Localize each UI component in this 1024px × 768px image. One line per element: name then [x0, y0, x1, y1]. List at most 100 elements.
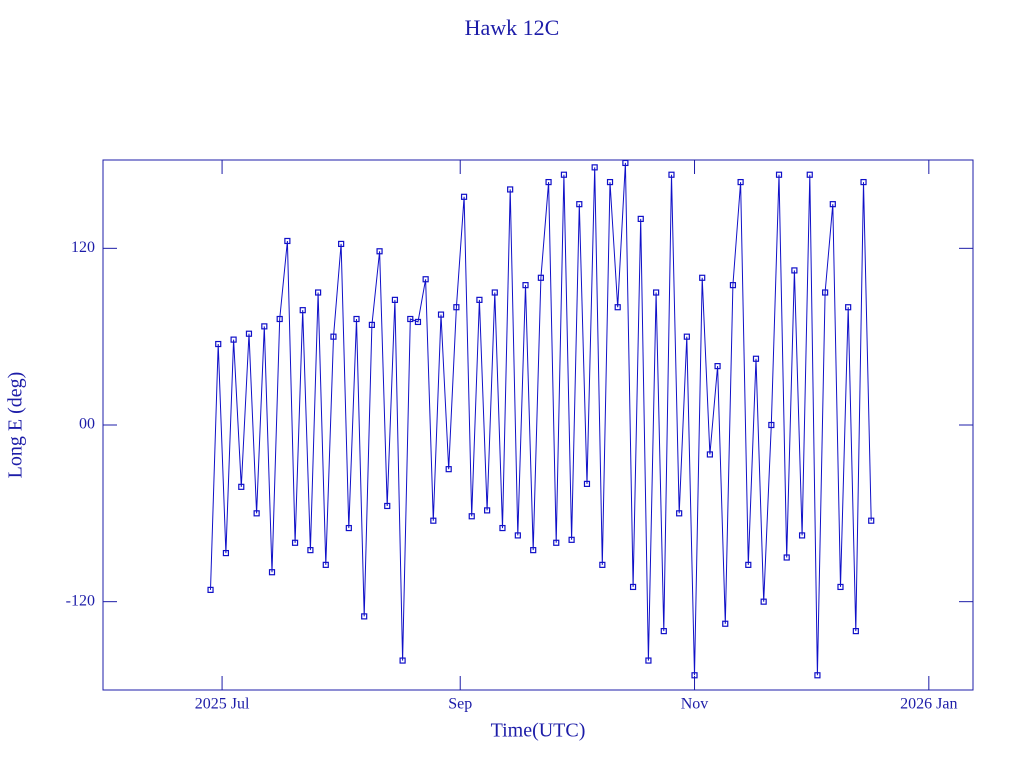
point-marker: [676, 510, 683, 517]
point-marker: [291, 539, 299, 546]
point-marker: [845, 304, 852, 311]
point-marker: [460, 193, 468, 200]
point-marker: [852, 628, 859, 635]
series-line: [210, 162, 872, 676]
point-marker: [553, 539, 560, 546]
point-marker: [798, 532, 806, 539]
point-marker: [568, 536, 575, 543]
point-marker: [591, 164, 598, 171]
point-marker: [537, 274, 544, 281]
y-axis-label: Long E (deg): [5, 372, 27, 479]
point-marker: [606, 178, 614, 186]
point-marker: [261, 323, 268, 330]
point-marker: [768, 421, 775, 429]
point-marker: [622, 160, 629, 167]
point-marker: [829, 201, 836, 208]
point-marker: [361, 613, 368, 620]
point-marker: [637, 215, 644, 222]
point-marker: [629, 583, 637, 591]
point-marker: [276, 315, 283, 323]
point-marker: [376, 248, 383, 255]
chart-title: Hawk 12C: [465, 15, 560, 40]
point-marker: [822, 289, 829, 296]
point-marker: [391, 296, 399, 303]
point-marker: [284, 237, 291, 245]
point-marker: [414, 318, 422, 326]
point-marker: [445, 466, 452, 473]
point-marker: [322, 561, 329, 568]
point-marker: [760, 598, 767, 605]
point-marker: [268, 569, 276, 576]
x-tick-label: Nov: [681, 696, 709, 713]
point-marker: [868, 517, 875, 524]
point-marker: [215, 340, 222, 348]
x-tick-label: Sep: [448, 696, 472, 713]
y-tick-label: -120: [66, 592, 95, 609]
point-marker: [338, 240, 345, 248]
point-marker: [453, 304, 460, 311]
point-marker: [507, 186, 514, 193]
point-marker: [330, 333, 337, 340]
point-marker: [653, 289, 660, 296]
point-marker: [714, 363, 721, 370]
point-marker: [791, 267, 798, 274]
point-marker: [499, 524, 506, 532]
point-marker: [729, 282, 737, 289]
point-marker: [491, 289, 498, 296]
point-marker: [645, 657, 652, 664]
point-marker: [384, 502, 391, 510]
point-marker: [430, 517, 437, 524]
point-marker: [722, 620, 729, 627]
point-marker: [752, 355, 760, 362]
point-marker: [399, 657, 406, 664]
point-marker: [245, 330, 253, 337]
y-tick-label: 00: [79, 416, 95, 433]
point-marker: [468, 513, 475, 520]
x-axis-label: Time(UTC): [491, 720, 586, 742]
point-marker: [307, 547, 314, 554]
point-marker: [314, 289, 322, 296]
point-marker: [837, 583, 844, 591]
point-marker: [660, 628, 667, 635]
point-marker: [299, 307, 306, 314]
point-marker: [353, 315, 360, 323]
y-tick-label: 120: [71, 239, 95, 256]
point-marker: [422, 276, 429, 283]
point-marker: [530, 547, 537, 554]
point-marker: [238, 483, 245, 490]
point-marker: [545, 178, 552, 186]
plot-area: [207, 160, 875, 679]
point-marker: [814, 672, 821, 679]
point-marker: [560, 171, 568, 178]
point-marker: [522, 282, 529, 289]
point-marker: [437, 311, 445, 318]
point-marker: [706, 451, 713, 458]
point-marker: [614, 304, 621, 311]
plot-frame: [102, 159, 974, 691]
point-marker: [407, 315, 414, 323]
point-marker: [230, 336, 237, 343]
point-marker: [699, 274, 706, 281]
point-marker: [576, 201, 583, 208]
point-marker: [345, 524, 352, 532]
x-tick-label: 2026 Jan: [900, 696, 957, 713]
point-marker: [737, 178, 744, 186]
point-marker: [476, 296, 483, 303]
point-marker: [775, 171, 783, 178]
point-marker: [668, 171, 675, 178]
point-marker: [368, 321, 375, 328]
point-marker: [514, 532, 521, 539]
point-marker: [253, 510, 260, 517]
point-marker: [583, 480, 591, 487]
point-marker: [207, 586, 214, 593]
point-marker: [745, 561, 752, 568]
point-marker: [806, 171, 813, 178]
point-marker: [484, 507, 491, 514]
point-marker: [860, 178, 867, 186]
point-marker: [683, 333, 690, 340]
point-marker: [691, 672, 698, 679]
x-tick-label: 2025 Jul: [195, 696, 250, 713]
point-marker: [599, 561, 606, 568]
